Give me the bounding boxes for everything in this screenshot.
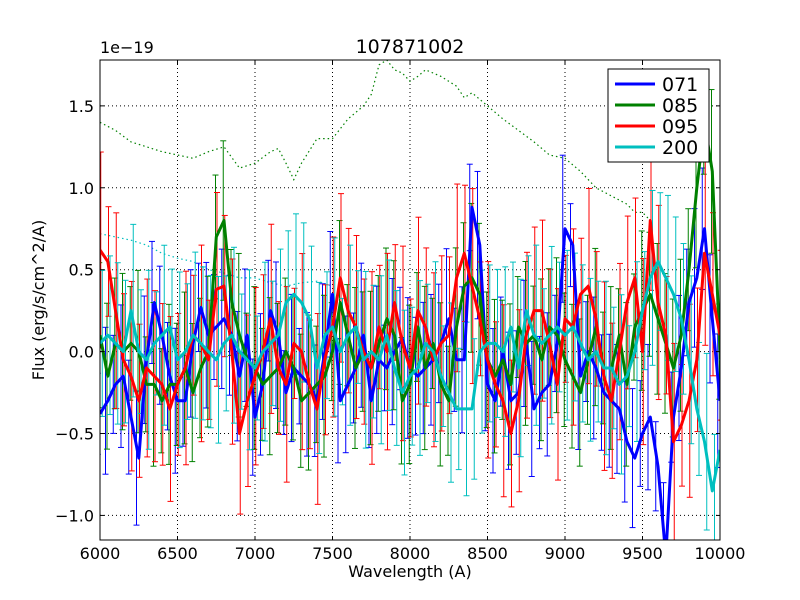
x-tick-label: 8000 <box>390 544 431 563</box>
continuum-line <box>100 233 333 287</box>
x-tick-label: 8500 <box>467 544 508 563</box>
x-axis-label: Wavelength (A) <box>348 562 471 581</box>
y-tick-label: 1.0 <box>69 179 94 198</box>
x-tick-label: 7000 <box>235 544 276 563</box>
x-tick-label: 6500 <box>157 544 198 563</box>
x-tick-label: 7500 <box>312 544 353 563</box>
continuum-line <box>100 60 651 221</box>
y-axis-label: Flux (erg/s/cm^2/A) <box>29 220 48 381</box>
y-tick-label: 0.5 <box>69 261 94 280</box>
series-line <box>100 120 720 403</box>
axis-ticks: 6000 6500 7000 7500 8000 8500 9000 9500 10000 −1.… <box>55 60 745 563</box>
y-tick-label: −0.5 <box>55 425 94 444</box>
x-tick-label: 6000 <box>80 544 121 563</box>
series-line <box>100 219 720 444</box>
y-tick-label: 1.5 <box>69 97 94 116</box>
x-tick-label: 9500 <box>622 544 663 563</box>
y-tick-label: −1.0 <box>55 506 94 525</box>
continuum-lines <box>100 60 651 287</box>
legend-label: 085 <box>662 95 698 117</box>
data-series <box>100 120 720 540</box>
legend-label: 095 <box>662 116 698 138</box>
series-line <box>100 260 720 493</box>
x-tick-label: 9000 <box>545 544 586 563</box>
legend-label: 200 <box>662 137 698 159</box>
y-offset-label: 1e−19 <box>100 38 154 57</box>
chart-title: 107871002 <box>356 36 465 58</box>
x-tick-label: 10000 <box>695 544 746 563</box>
legend-label: 071 <box>662 74 698 96</box>
y-tick-label: 0.0 <box>69 343 94 362</box>
